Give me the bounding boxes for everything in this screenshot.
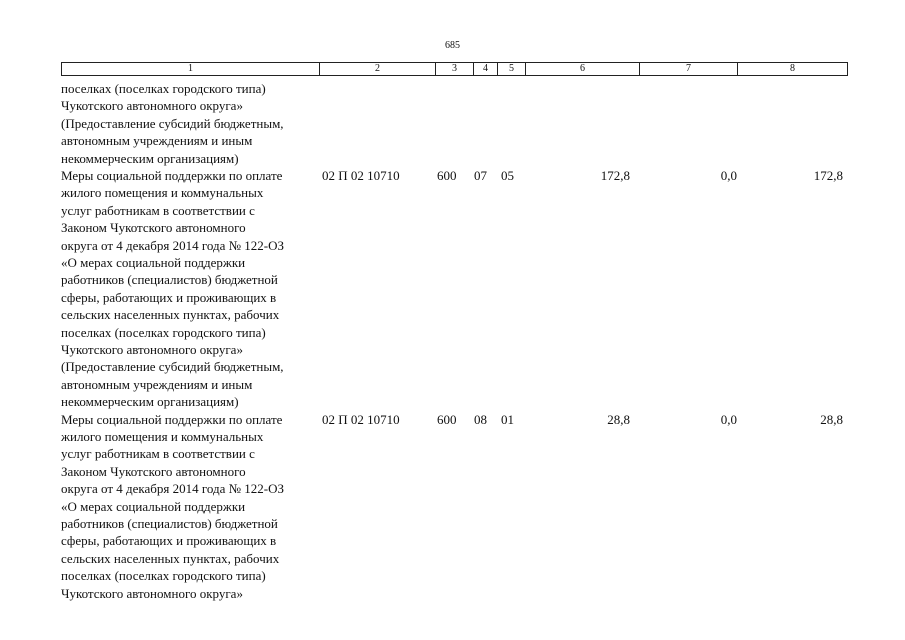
description-line: Законом Чукотского автономного	[61, 463, 246, 479]
description-line: автономным учреждениям и иным	[61, 376, 253, 392]
table-cell: 0,0	[720, 168, 737, 183]
description-line: Законом Чукотского автономного	[61, 220, 246, 236]
description-line: сферы, работающих и проживающих в	[61, 289, 277, 305]
description-line: Чукотского автономного округа»	[61, 98, 243, 114]
description-line: сельских населенных пунктах, рабочих	[61, 550, 280, 566]
header-cell: 7	[639, 62, 738, 76]
description-line: поселках (поселках городского типа)	[61, 568, 266, 584]
description-line: поселках (поселках городского типа)	[61, 324, 266, 340]
description-line: (Предоставление субсидий бюджетным,	[61, 359, 284, 375]
description-line: Меры социальной поддержки по оплате	[61, 411, 283, 427]
table-cell: 08	[474, 411, 487, 427]
description-line: автономным учреждениям и иным	[61, 133, 253, 149]
header-cell: 8	[737, 62, 848, 76]
description-line: жилого помещения и коммунальных	[61, 185, 264, 201]
description-line: услуг работникам в соответствии с	[61, 202, 255, 218]
table-cell: 600	[437, 411, 457, 427]
table-cell: 28,8	[607, 411, 630, 427]
table-cell: 07	[474, 168, 487, 183]
description-line: некоммерческим организациям)	[61, 394, 239, 410]
description-line: Чукотского автономного округа»	[61, 342, 243, 357]
description-line: (Предоставление субсидий бюджетным,	[61, 115, 284, 131]
description-line: работников (специалистов) бюджетной	[61, 516, 278, 531]
description-line: некоммерческим организациям)	[61, 150, 239, 166]
table-cell: 02 П 02 10710	[322, 168, 400, 183]
page-number: 685	[445, 40, 460, 51]
table-cell: 600	[437, 168, 457, 183]
description-line: округа от 4 декабря 2014 года № 122-ОЗ	[61, 481, 285, 497]
description-line: жилого помещения и коммунальных	[61, 429, 264, 444]
description-line: округа от 4 декабря 2014 года № 122-ОЗ	[61, 237, 285, 253]
description-line: сельских населенных пунктах, рабочих	[61, 307, 280, 323]
table-cell: 172,8	[813, 168, 843, 183]
description-line: работников (специалистов) бюджетной	[61, 272, 278, 288]
description-line: «О мерах социальной поддержки	[61, 498, 246, 514]
description-line: поселках (поселках городского типа)	[61, 81, 266, 96]
table-cell: 28,8	[820, 411, 843, 427]
description-line: сферы, работающих и проживающих в	[61, 533, 277, 549]
description-line: Чукотского автономного округа»	[61, 585, 243, 601]
table-cell: 0,0	[720, 411, 737, 427]
description-line: Меры социальной поддержки по оплате	[61, 168, 283, 183]
header-cell: 2	[319, 62, 436, 76]
table-cell: 01	[501, 411, 514, 427]
description-line: услуг работникам в соответствии с	[61, 446, 255, 462]
table-cell: 172,8	[600, 168, 630, 183]
header-cell: 1	[61, 62, 320, 76]
table-cell: 02 П 02 10710	[322, 411, 400, 427]
header-cell: 3	[435, 62, 474, 76]
description-line: «О мерах социальной поддержки	[61, 255, 246, 270]
header-cell: 6	[525, 62, 640, 76]
header-cell: 4	[473, 62, 498, 76]
header-cell: 5	[497, 62, 526, 76]
table-cell: 05	[501, 168, 514, 183]
